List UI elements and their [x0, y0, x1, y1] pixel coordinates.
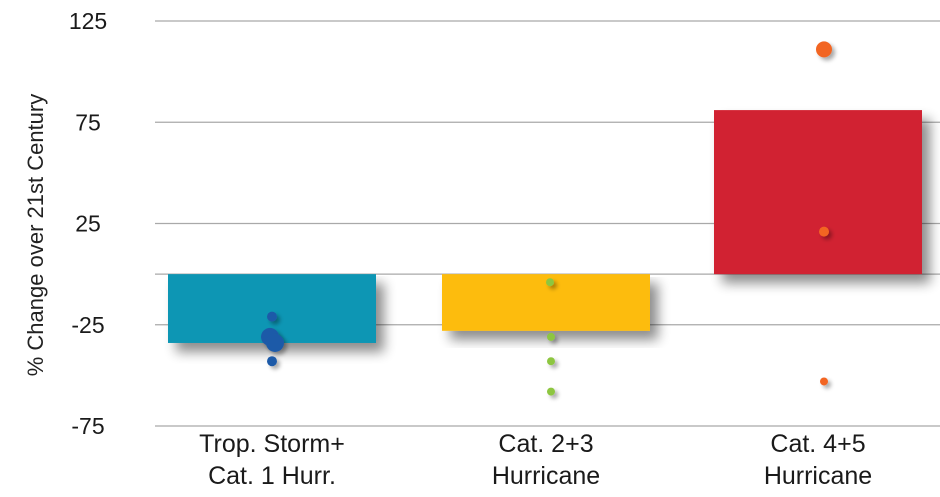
x-category-label: Trop. Storm+ — [199, 430, 345, 458]
y-axis-label: % Change over 21st Century — [23, 94, 48, 377]
y-tick-label: -25 — [71, 312, 104, 338]
bars — [168, 110, 922, 343]
x-category-label: Cat. 2+3 — [498, 430, 593, 458]
data-point — [546, 278, 554, 287]
data-point — [547, 387, 555, 396]
data-point — [547, 357, 555, 366]
data-point — [819, 226, 829, 237]
x-axis-categories: Trop. Storm+ Cat. 1 Hurr. Cat. 2+3 Hurrican… — [199, 430, 872, 490]
data-point — [820, 377, 828, 386]
y-tick-label: 75 — [75, 109, 101, 135]
x-category-label: Cat. 4+5 — [770, 430, 865, 458]
data-point — [816, 41, 832, 58]
y-tick-label: 125 — [69, 8, 107, 34]
data-point — [267, 311, 277, 322]
x-category-label: Hurricane — [492, 462, 600, 490]
y-tick-label: -75 — [71, 413, 104, 439]
data-point — [266, 333, 284, 352]
bar — [442, 274, 650, 331]
x-category-label: Hurricane — [764, 462, 872, 490]
y-axis-ticks: 125 75 25 -25 -75 — [69, 8, 107, 439]
data-point — [547, 332, 555, 341]
model-points — [261, 41, 832, 396]
x-category-label: Cat. 1 Hurr. — [208, 462, 336, 490]
data-point — [267, 356, 277, 367]
bar — [714, 110, 922, 275]
y-tick-label: 25 — [75, 211, 101, 237]
